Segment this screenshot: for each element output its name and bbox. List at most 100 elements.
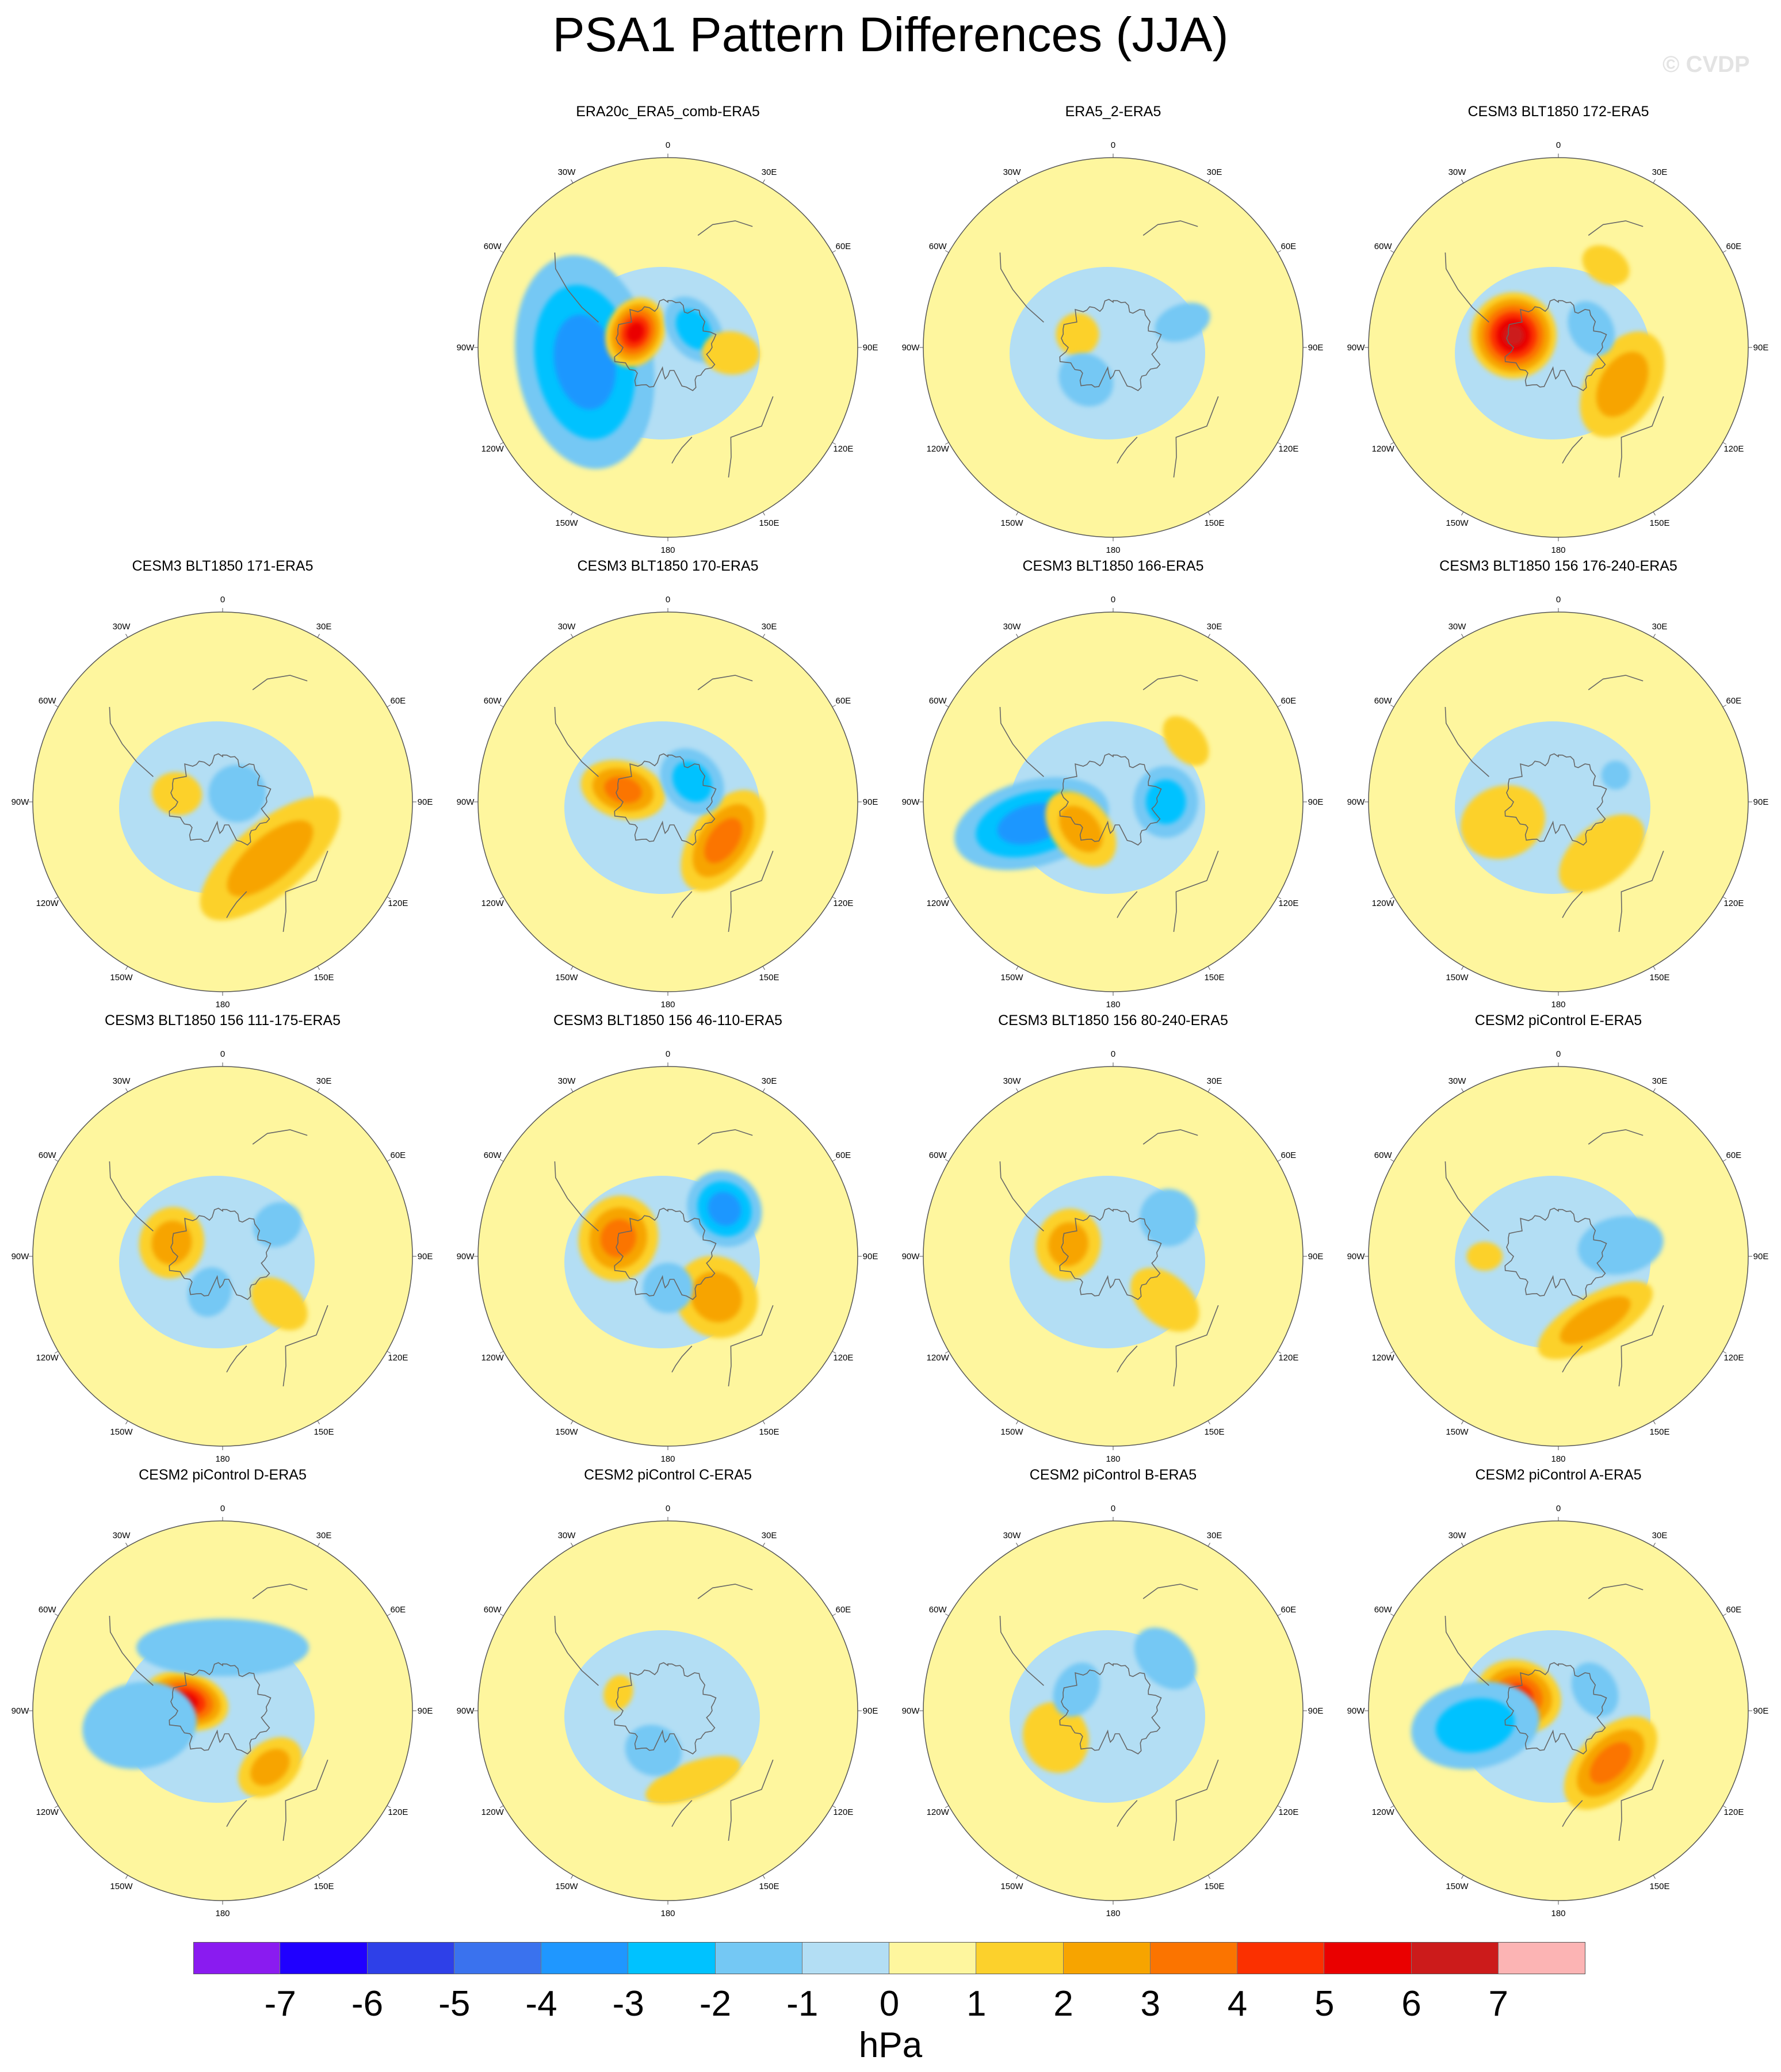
continent-coastline: [1444, 706, 1489, 777]
longitude-label: 180: [1106, 1000, 1120, 1010]
continent-coastline: [1142, 1584, 1198, 1599]
longitude-tick: [54, 1351, 59, 1354]
colorbar-tick-label: -1: [786, 1984, 819, 2024]
longitude-label: 90E: [1753, 343, 1769, 353]
longitude-tick: [317, 1875, 320, 1879]
continent-coastline: [1117, 891, 1138, 918]
continent-coastline: [728, 396, 774, 478]
longitude-label: 60W: [1374, 1605, 1393, 1615]
longitude-tick: [1653, 511, 1656, 516]
colorbar-swatch: [802, 1942, 889, 1974]
longitude-tick: [1016, 1542, 1019, 1547]
longitude-label: 90E: [418, 1252, 433, 1261]
map-panel: CESM2 piControl B-ERA5 0 30E 60E 90E 120E 150E…: [890, 1467, 1336, 1921]
continent-coastline: [1173, 850, 1219, 932]
longitude-label: 150E: [1204, 1427, 1224, 1437]
longitude-label: 150W: [1000, 973, 1023, 983]
longitude-tick: [1277, 705, 1282, 708]
longitude-tick: [1722, 1351, 1727, 1354]
antarctica-coastline: [1059, 1662, 1162, 1754]
polar-map: 0 30E 60E 90E 120E 150E 180 150W 120W 90W 60W 30W: [902, 1504, 1324, 1918]
map-panel: ERA5_2-ERA5 0 30E 60E 90E 120E 150E 180 150W 120W…: [890, 104, 1336, 558]
longitude-tick: [571, 511, 574, 516]
longitude-label: 30W: [558, 1076, 576, 1086]
longitude-label: 60E: [390, 1150, 406, 1160]
longitude-label: 30W: [113, 622, 131, 632]
longitude-tick: [1722, 442, 1727, 445]
anomaly-contour: [643, 1263, 693, 1313]
longitude-tick: [762, 966, 765, 970]
longitude-tick: [499, 1614, 504, 1616]
anomaly-contour: [1589, 1742, 1631, 1784]
longitude-label: 150W: [110, 1427, 133, 1437]
longitude-tick: [1277, 1614, 1282, 1616]
longitude-tick: [317, 1088, 320, 1092]
longitude-tick: [1653, 1542, 1656, 1547]
longitude-label: 0: [1556, 595, 1561, 605]
longitude-tick: [1016, 1420, 1019, 1425]
longitude-label: 30E: [762, 1076, 777, 1086]
polar-map: 0 30E 60E 90E 120E 150E 180 150W 120W 90W 60W 30W: [902, 140, 1324, 555]
colorbar-tick-label: -2: [699, 1984, 732, 2024]
anomaly-contour: [250, 1749, 290, 1786]
continent-coastline: [1588, 220, 1644, 236]
anomaly-contour: [1460, 785, 1546, 859]
longitude-tick: [832, 250, 836, 253]
longitude-label: 0: [1556, 1504, 1561, 1513]
longitude-label: 120E: [833, 1353, 853, 1363]
anomaly-contour: [1582, 245, 1630, 285]
continent-coastline: [226, 1800, 247, 1827]
longitude-tick: [1653, 179, 1656, 184]
longitude-tick: [571, 179, 574, 184]
polar-map: 0 30E 60E 90E 120E 150E 180 150W 120W 90W 60W 30W: [12, 1504, 433, 1918]
polar-map: 0 30E 60E 90E 120E 150E 180 150W 120W 90W 60W 30W: [1347, 140, 1769, 555]
longitude-tick: [945, 705, 949, 708]
longitude-label: 0: [220, 595, 225, 605]
antarctica-coastline: [1504, 299, 1607, 391]
longitude-label: 60E: [835, 1150, 851, 1160]
longitude-label: 60W: [929, 696, 947, 706]
anomaly-contour: [1601, 760, 1630, 790]
longitude-label: 150E: [314, 1427, 334, 1437]
continent-coastline: [554, 252, 599, 323]
anomaly-contour: [625, 1725, 682, 1776]
longitude-label: 30E: [316, 622, 332, 632]
longitude-tick: [945, 896, 949, 899]
antarctica-coastline: [1504, 753, 1607, 846]
longitude-tick: [125, 1420, 128, 1425]
continent-coastline: [697, 675, 753, 690]
colorbar-swatch: [889, 1942, 977, 1974]
longitude-label: 30W: [1003, 622, 1022, 632]
longitude-label: 150E: [314, 973, 334, 983]
longitude-label: 150W: [1000, 1882, 1023, 1891]
longitude-label: 120E: [1278, 1353, 1298, 1363]
longitude-label: 150E: [759, 1882, 779, 1891]
colorbar-frame: [193, 1942, 1585, 1974]
anomaly-contour: [227, 820, 314, 897]
longitude-label: 180: [1551, 1454, 1565, 1464]
continent-coastline: [109, 1161, 154, 1232]
continent-coastline: [728, 850, 774, 932]
longitude-label: 0: [1111, 1504, 1115, 1513]
colorbar-swatch: [541, 1942, 629, 1974]
longitude-tick: [571, 633, 574, 638]
antarctica-coastline: [169, 753, 272, 846]
longitude-tick: [832, 1805, 836, 1808]
continent-coastline: [1117, 1800, 1138, 1827]
longitude-tick: [387, 1351, 391, 1354]
longitude-label: 90E: [1308, 797, 1324, 807]
longitude-tick: [762, 1542, 765, 1547]
longitude-label: 120E: [833, 1807, 853, 1817]
longitude-tick: [125, 633, 128, 638]
longitude-label: 120E: [1723, 899, 1744, 908]
anomaly-contour: [253, 1202, 302, 1248]
continent-coastline: [1618, 396, 1664, 478]
longitude-label: 30E: [1207, 1531, 1222, 1540]
longitude-tick: [54, 705, 59, 708]
anomaly-contour: [82, 1681, 197, 1769]
longitude-tick: [762, 633, 765, 638]
polar-map: 0 30E 60E 90E 120E 150E 180 150W 120W 90W 60W 30W: [457, 1049, 878, 1464]
longitude-label: 30E: [1207, 622, 1222, 632]
continent-coastline: [671, 1345, 693, 1373]
longitude-tick: [762, 1875, 765, 1879]
